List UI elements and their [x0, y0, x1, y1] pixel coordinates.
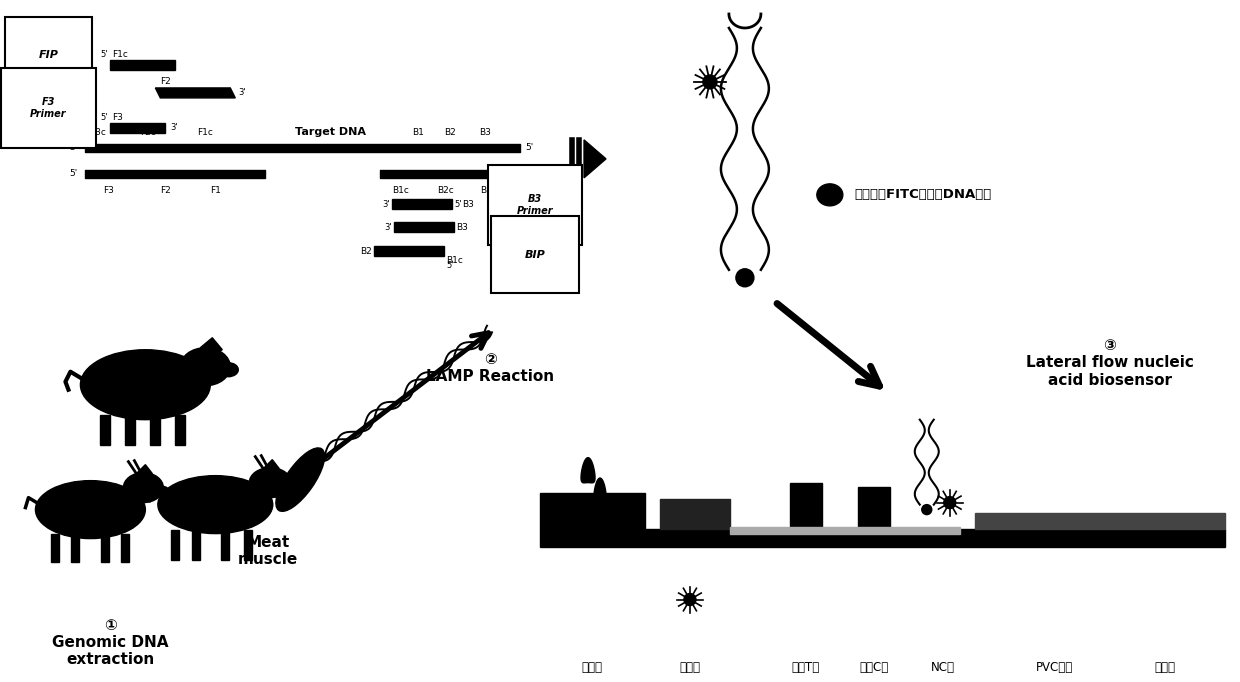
Ellipse shape [817, 184, 843, 206]
Text: FIP: FIP [38, 50, 58, 60]
Text: F3: F3 [113, 113, 123, 122]
Polygon shape [660, 499, 730, 529]
Polygon shape [975, 513, 1225, 529]
Polygon shape [175, 415, 185, 445]
Text: 质控C线: 质控C线 [859, 662, 888, 674]
Polygon shape [541, 529, 1225, 546]
Text: 5': 5' [69, 169, 77, 179]
Text: 吸水垒: 吸水垒 [1154, 662, 1176, 674]
Text: B3: B3 [479, 128, 491, 137]
Ellipse shape [281, 481, 298, 492]
Text: 5': 5' [525, 143, 533, 152]
Circle shape [944, 496, 956, 509]
Ellipse shape [157, 475, 273, 533]
Text: F1: F1 [210, 186, 221, 195]
Polygon shape [72, 533, 79, 561]
Circle shape [735, 269, 754, 287]
Ellipse shape [275, 448, 325, 512]
Text: 结合垒: 结合垒 [680, 662, 701, 674]
Polygon shape [136, 464, 153, 477]
Text: 5': 5' [446, 261, 454, 270]
Polygon shape [102, 533, 109, 561]
Polygon shape [122, 533, 129, 561]
Text: 3': 3' [525, 169, 533, 179]
Ellipse shape [81, 350, 211, 419]
Text: F1c: F1c [197, 128, 213, 137]
Text: 3': 3' [238, 89, 246, 98]
Polygon shape [374, 246, 444, 256]
Polygon shape [594, 478, 606, 500]
Text: B3: B3 [456, 223, 467, 233]
Text: 5': 5' [100, 50, 108, 59]
Polygon shape [392, 199, 453, 209]
Text: ③
Lateral flow nucleic
acid biosensor: ③ Lateral flow nucleic acid biosensor [1025, 338, 1194, 387]
Polygon shape [155, 88, 236, 98]
Text: B3c: B3c [480, 186, 496, 195]
Text: F3: F3 [103, 186, 114, 195]
Text: ①
Genomic DNA
extraction: ① Genomic DNA extraction [52, 617, 169, 667]
Text: F2: F2 [160, 186, 171, 195]
Text: ②
LAMP Reaction: ② LAMP Reaction [427, 352, 554, 384]
Circle shape [921, 505, 931, 515]
Text: 3': 3' [170, 123, 179, 132]
Text: 3': 3' [69, 143, 77, 152]
Ellipse shape [249, 468, 291, 498]
Text: Meat
muscle: Meat muscle [238, 535, 299, 567]
Text: B2: B2 [444, 128, 456, 137]
Ellipse shape [154, 486, 170, 497]
Text: F1c: F1c [113, 50, 128, 59]
Ellipse shape [180, 348, 231, 386]
Text: 3': 3' [383, 201, 391, 209]
Polygon shape [790, 483, 822, 529]
Polygon shape [100, 415, 110, 445]
Circle shape [703, 75, 717, 89]
Text: B3: B3 [463, 201, 474, 209]
Text: B1c: B1c [446, 256, 463, 265]
Text: NC膜: NC膜 [931, 662, 955, 674]
Polygon shape [394, 222, 454, 232]
Ellipse shape [36, 481, 145, 539]
Polygon shape [110, 123, 165, 133]
Text: 5': 5' [100, 113, 108, 122]
Text: 检测T线: 检测T线 [791, 662, 820, 674]
Polygon shape [858, 487, 890, 529]
Circle shape [684, 593, 696, 606]
Polygon shape [125, 415, 135, 445]
Text: F2: F2 [160, 78, 171, 87]
Polygon shape [150, 415, 160, 445]
Text: F3c: F3c [91, 128, 107, 137]
Ellipse shape [123, 473, 164, 503]
Polygon shape [541, 492, 645, 529]
Polygon shape [221, 530, 229, 559]
Polygon shape [201, 338, 222, 356]
Polygon shape [263, 460, 279, 473]
Polygon shape [192, 530, 201, 559]
Polygon shape [584, 140, 606, 178]
Text: 3': 3' [384, 223, 392, 233]
Text: PVC底板: PVC底板 [1037, 662, 1074, 674]
Text: BIP: BIP [525, 250, 546, 260]
Polygon shape [110, 60, 175, 70]
Text: B1: B1 [412, 128, 424, 137]
Polygon shape [171, 530, 180, 559]
Text: B2: B2 [361, 248, 372, 256]
Text: 5': 5' [454, 201, 461, 209]
Polygon shape [244, 530, 252, 559]
Polygon shape [730, 527, 960, 533]
Text: B2c: B2c [436, 186, 454, 195]
Text: F3
Primer: F3 Primer [30, 97, 67, 119]
Ellipse shape [218, 363, 238, 376]
Polygon shape [582, 458, 595, 483]
Polygon shape [51, 533, 60, 561]
Text: 生物素和FITC标记的DNA双链: 生物素和FITC标记的DNA双链 [854, 188, 992, 201]
Text: 样品垒: 样品垒 [582, 662, 603, 674]
Text: F2c: F2c [140, 128, 156, 137]
Text: Target DNA: Target DNA [295, 127, 366, 137]
Text: B1c: B1c [392, 186, 409, 195]
Text: B3
Primer: B3 Primer [517, 194, 553, 216]
